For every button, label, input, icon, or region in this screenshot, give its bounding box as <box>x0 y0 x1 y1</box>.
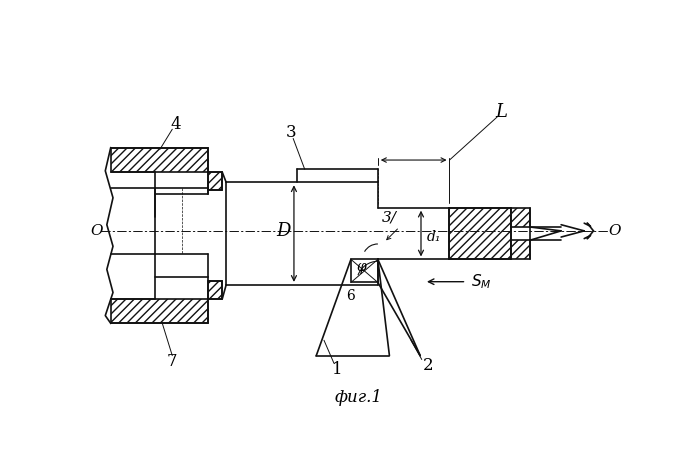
Text: 1: 1 <box>332 361 343 378</box>
Text: 6: 6 <box>347 290 355 303</box>
Text: D: D <box>276 222 290 240</box>
Text: 7: 7 <box>167 353 178 370</box>
Bar <box>511 240 531 260</box>
Text: фиг.1: фиг.1 <box>335 390 382 407</box>
Bar <box>449 208 511 260</box>
Text: 3: 3 <box>286 124 296 141</box>
Bar <box>208 172 222 190</box>
Text: 4: 4 <box>170 116 180 133</box>
Bar <box>110 299 208 323</box>
Text: O: O <box>608 224 621 238</box>
Text: 3/: 3/ <box>382 210 397 224</box>
Bar <box>351 260 378 283</box>
Text: O: O <box>91 224 103 238</box>
Text: 2: 2 <box>423 357 433 374</box>
Bar <box>511 208 531 227</box>
Bar <box>208 281 222 299</box>
Bar <box>110 148 208 172</box>
Text: φ: φ <box>356 260 366 274</box>
Text: d₁: d₁ <box>427 230 442 244</box>
Text: $S_M$: $S_M$ <box>471 272 491 291</box>
Text: L: L <box>495 103 507 121</box>
